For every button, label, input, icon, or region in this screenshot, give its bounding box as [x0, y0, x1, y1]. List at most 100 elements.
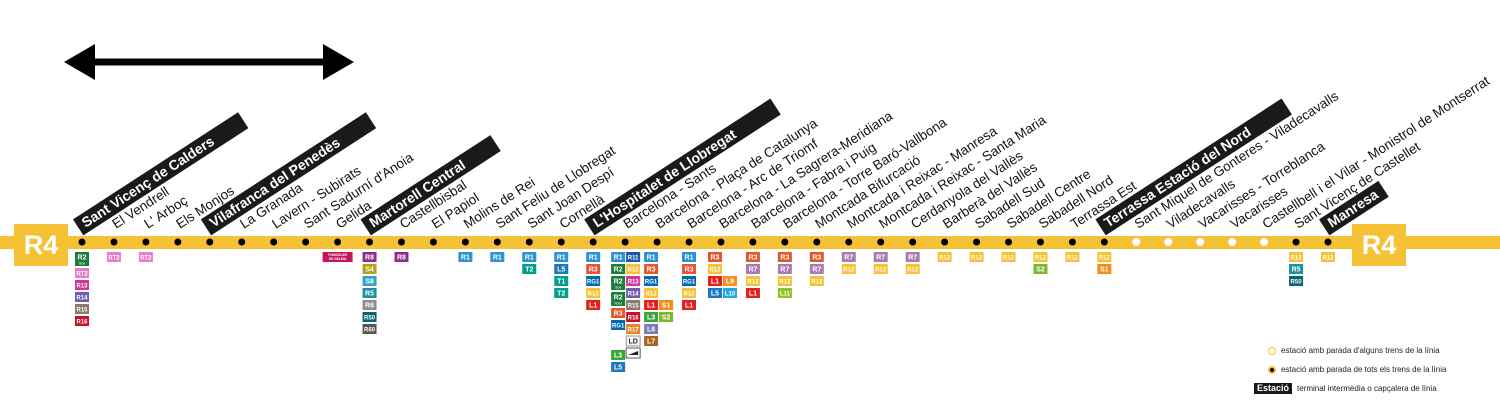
service-badge-l5	[707, 288, 722, 298]
service-badge-label: R12	[646, 292, 658, 298]
train-icon-shape	[628, 351, 639, 355]
service-badge-r12	[644, 288, 659, 298]
service-badge-rg1	[611, 320, 626, 330]
service-badge-label: R12	[1291, 256, 1303, 262]
service-badge-r1	[586, 252, 601, 262]
service-badge-label: R11	[628, 256, 639, 262]
service-badge-label: RG1	[612, 324, 625, 330]
service-badge-t1	[554, 276, 569, 286]
service-badge-r5	[1289, 264, 1304, 274]
service-badge-label: R12	[1099, 256, 1111, 262]
service-badge-r12	[969, 252, 984, 262]
station-stop-marker	[76, 236, 88, 248]
service-badge-label: R12	[1322, 256, 1334, 262]
service-badge-r1	[458, 252, 473, 262]
station-stop-marker	[1098, 236, 1110, 248]
service-badge-r12	[1289, 252, 1304, 262]
service-badge-label: LD	[628, 339, 637, 346]
service-badge-label: R3	[710, 255, 719, 262]
service-badge-r12	[707, 264, 722, 274]
service-badge-label: R3	[748, 255, 757, 262]
service-badge-label: S1	[1100, 267, 1109, 274]
service-badge-label: R7	[876, 255, 885, 262]
service-badge-r14	[626, 288, 641, 298]
station-stop-marker	[683, 236, 695, 248]
service-badge-label: L1	[685, 303, 693, 310]
service-badge-r1	[490, 252, 505, 262]
service-badge-label: R12	[1003, 256, 1015, 262]
service-badge-r12	[809, 276, 824, 286]
line-badge-left: R4	[14, 224, 68, 266]
service-badge-r3	[586, 264, 601, 274]
service-badge-r14	[75, 292, 89, 302]
service-badge-rg1	[644, 276, 659, 286]
service-badge-r12	[937, 252, 952, 262]
service-badge-label: R16	[76, 320, 88, 326]
station-stop-marker	[619, 236, 631, 248]
service-badge-label: RG1	[683, 280, 696, 286]
service-badge-label: R7	[812, 267, 821, 274]
service-badge-r12	[873, 264, 888, 274]
service-badge-label: R12	[684, 292, 696, 298]
service-badge-r6	[362, 300, 377, 310]
service-badge-r12	[1065, 252, 1080, 262]
service-badge-label: R15	[628, 304, 640, 310]
terminal-bg	[73, 112, 249, 236]
service-badge-label: R7	[844, 255, 853, 262]
station-stop-marker	[300, 236, 312, 248]
service-badge-label: L9	[726, 279, 734, 286]
service-badge-label: S2	[1036, 267, 1045, 274]
partial-stop-marker	[1130, 236, 1143, 248]
station-stop-marker	[779, 236, 791, 248]
service-badge-label: R1	[589, 255, 598, 262]
service-badge-r8	[362, 252, 377, 262]
terminal-bg	[1319, 180, 1389, 236]
service-badge-label: R13	[628, 280, 640, 286]
service-badge-label: R2	[614, 267, 623, 274]
station-stop-marker	[491, 236, 503, 248]
service-badge-label: S8	[365, 279, 374, 286]
partial-stop-marker	[1194, 236, 1207, 248]
service-badge-label: FUNICULAR	[328, 253, 347, 257]
service-badge-label: R13	[76, 284, 88, 290]
service-badge-l5	[611, 362, 626, 372]
service-badge-s2	[1033, 264, 1048, 274]
all-stop-icon	[1268, 365, 1276, 374]
station-stop-marker	[1066, 236, 1078, 248]
station-stop-marker	[523, 236, 535, 248]
service-badge-sublabel: Sud	[79, 262, 85, 266]
service-badge-label: R12	[1067, 256, 1079, 262]
service-badge-r3	[707, 252, 722, 262]
service-badge-r7	[777, 264, 792, 274]
service-badge-label: R12	[747, 280, 759, 286]
partial-stop-marker	[1226, 236, 1239, 248]
service-badge-r15	[626, 300, 641, 310]
service-badge-label: R7	[748, 267, 757, 274]
service-badge-label: R5	[1292, 267, 1301, 274]
service-badge-label: T1	[557, 279, 565, 286]
service-badge-r17	[626, 324, 641, 334]
service-badge-label: S4	[365, 267, 374, 274]
service-badge-r50	[1289, 276, 1304, 286]
service-badge-label: R12	[588, 292, 600, 298]
service-badge-r2	[611, 292, 626, 306]
service-badge-r12	[586, 288, 601, 298]
service-badge-r3	[611, 308, 626, 318]
service-badge-label: R1	[493, 255, 502, 262]
station-stop-marker	[1322, 236, 1334, 248]
direction-arrow	[64, 44, 354, 80]
service-badge-label: R15	[76, 308, 88, 314]
service-badge-rg1	[586, 276, 601, 286]
service-badge-l1	[682, 300, 697, 310]
service-badge-label: R3	[647, 267, 656, 274]
service-badge-r7	[873, 252, 888, 262]
station-stop-marker	[843, 236, 855, 248]
service-badge-r12	[841, 264, 856, 274]
station-stop-marker	[268, 236, 280, 248]
service-badge-l1	[586, 300, 601, 310]
station-stop-marker	[108, 236, 120, 248]
service-badge-r12	[1097, 252, 1112, 262]
service-badge-label: R1	[647, 255, 656, 262]
service-badge-label: S1	[662, 303, 671, 310]
